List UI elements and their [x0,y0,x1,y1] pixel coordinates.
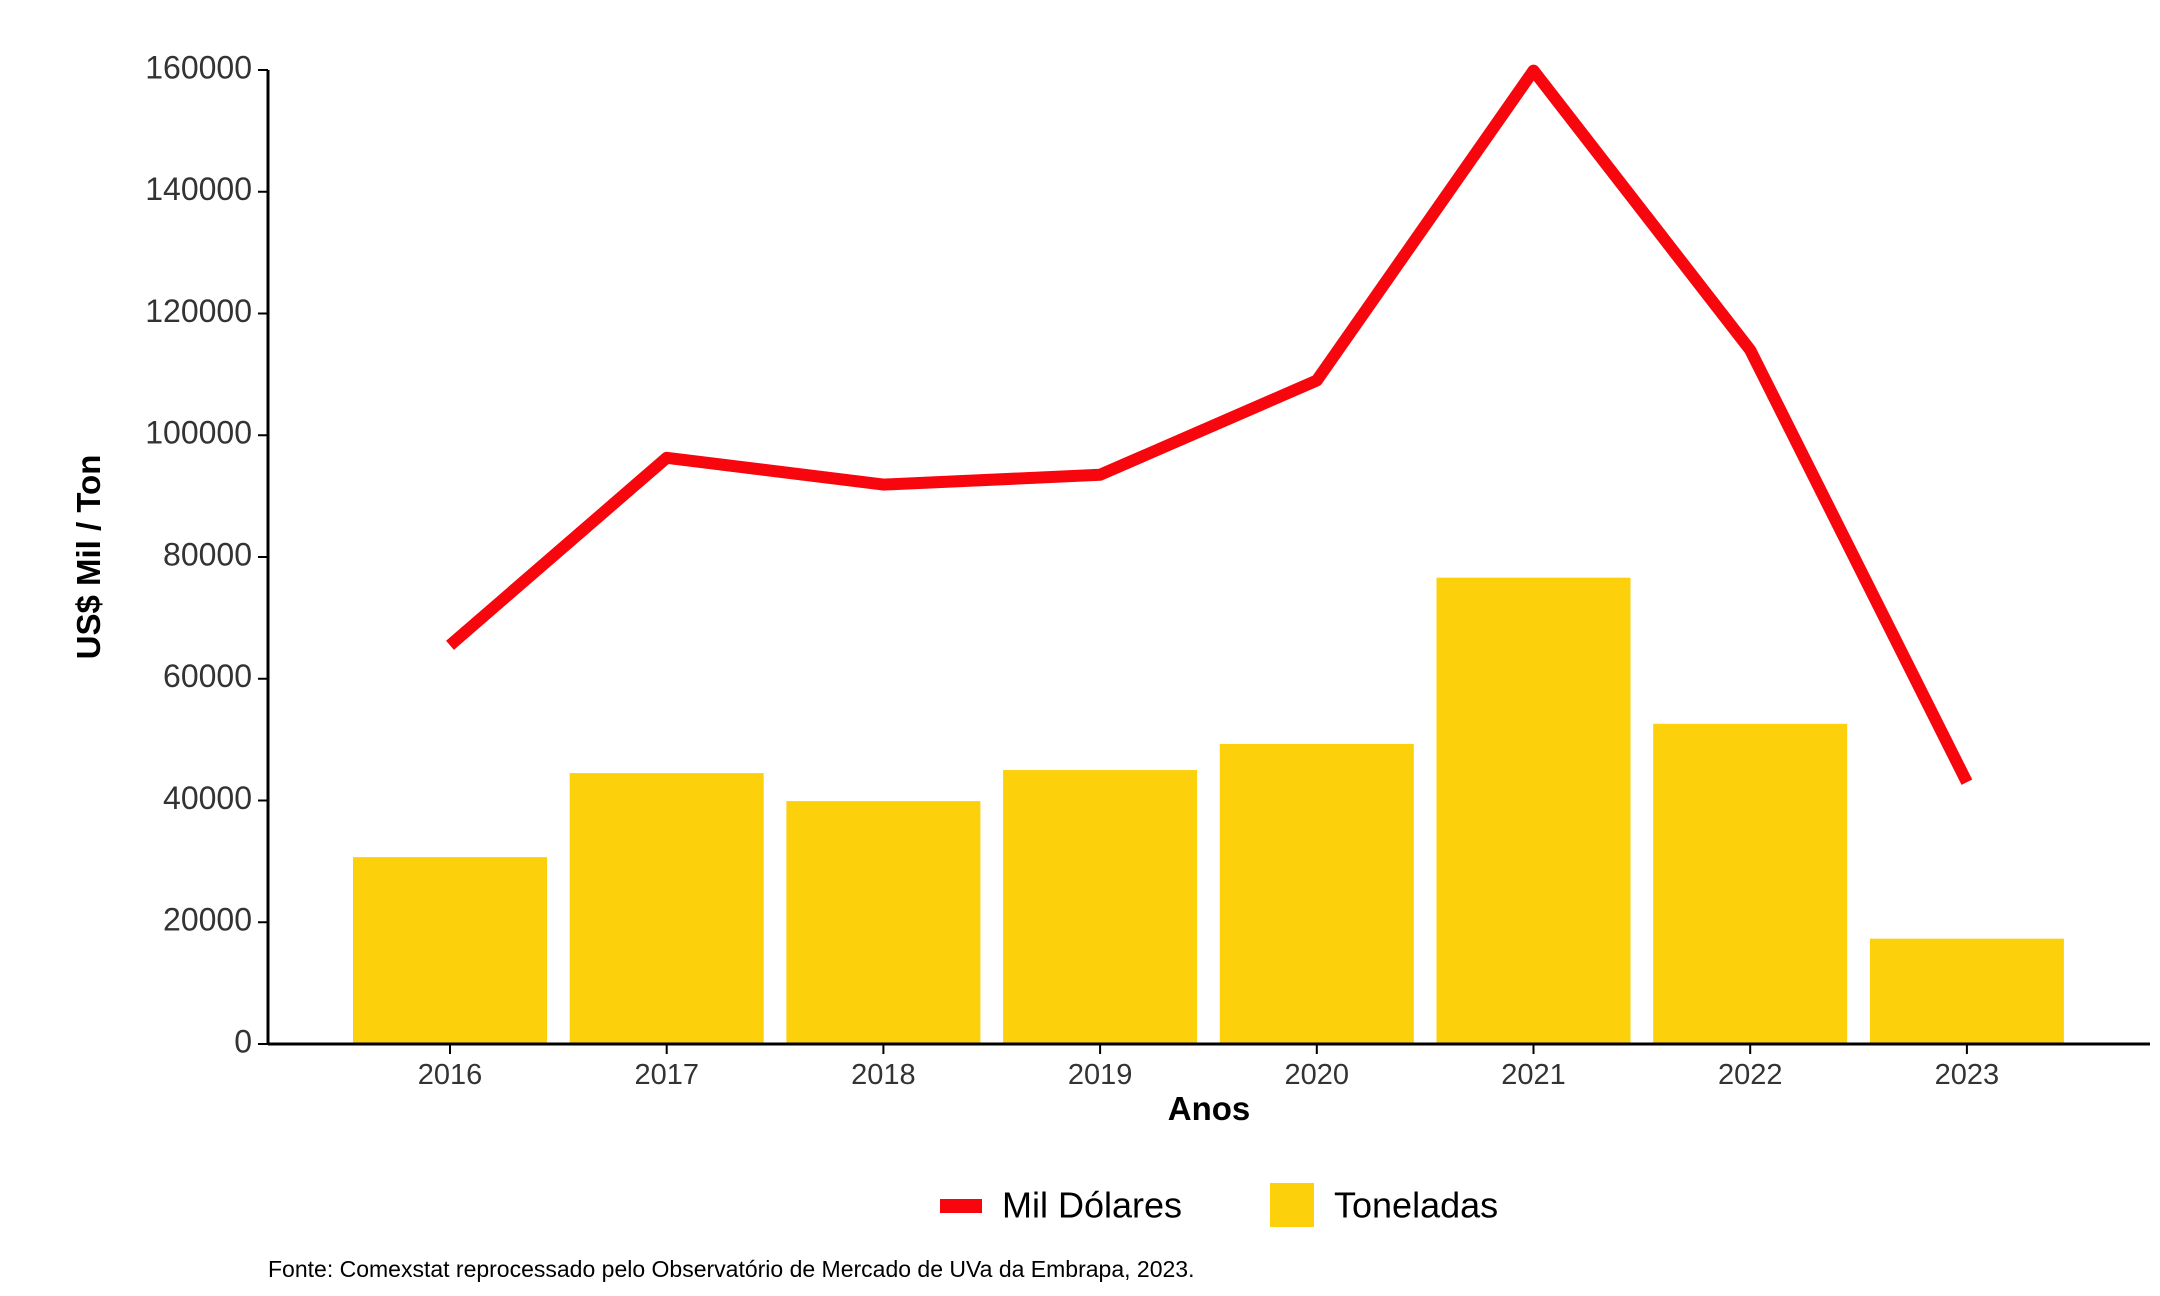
bar-2016 [353,857,547,1044]
legend-label-mil-dolares: Mil Dólares [1002,1185,1182,1226]
y-tick-label: 60000 [163,658,252,694]
y-tick-label: 20000 [163,902,252,938]
y-tick-label: 100000 [145,415,252,451]
legend: Mil Dólares Toneladas [940,1183,1498,1227]
x-tick-label: 2017 [634,1059,699,1091]
y-tick-label: 80000 [163,536,252,572]
y-tick-label: 40000 [163,780,252,816]
bar-2022 [1653,723,1848,1044]
x-tick-label: 2018 [851,1059,916,1091]
legend-bar-swatch [1270,1183,1314,1227]
y-tick-label: 160000 [145,49,252,85]
bar-2021 [1436,577,1631,1044]
x-tick-label: 2016 [418,1059,483,1091]
bar-2019 [1003,770,1198,1044]
x-ticks: 2016 2017 2018 2019 2020 2021 2022 2023 [418,1044,1999,1091]
x-tick-label: 2023 [1935,1059,2000,1091]
line-series-mil-dolares [446,64,1973,785]
x-tick-label: 2021 [1501,1059,1566,1091]
bars-layer [353,577,2064,1044]
source-caption: Fonte: Comexstat reprocessado pelo Obser… [268,1256,1194,1282]
line-layer [446,64,1973,785]
bar-2023 [1869,938,2064,1044]
y-tick-label: 140000 [145,171,252,207]
y-tick-label: 120000 [145,293,252,329]
x-tick-label: 2020 [1285,1059,1350,1091]
y-ticks: 0 20000 40000 60000 80000 100000 120000 140000 1… [145,49,268,1059]
bar-2017 [569,773,764,1044]
y-tick-label: 0 [234,1023,252,1059]
bar-2020 [1219,743,1414,1044]
x-tick-label: 2019 [1068,1059,1133,1091]
y-axis-title: US$ Mil / Ton [70,455,107,660]
legend-label-toneladas: Toneladas [1334,1185,1498,1226]
x-axis-title: Anos [1168,1090,1251,1127]
bar-2018 [786,801,981,1044]
x-tick-label: 2022 [1718,1059,1783,1091]
